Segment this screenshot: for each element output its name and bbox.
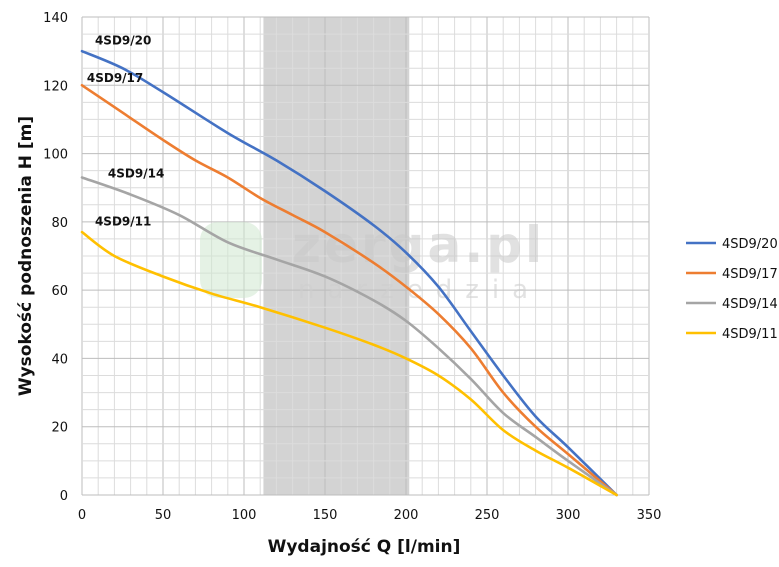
legend-label: 4SD9/20 — [722, 237, 778, 252]
y-tick-label: 60 — [51, 284, 68, 299]
x-tick-label: 100 — [232, 508, 257, 523]
y-tick-label: 20 — [51, 421, 68, 436]
y-tick-label: 0 — [60, 489, 68, 504]
watermark-logo: zerga.pl narzedzia — [200, 216, 542, 305]
y-tick-label: 80 — [51, 216, 68, 231]
x-tick-label: 150 — [313, 508, 338, 523]
x-axis-title: Wydajność Q [l/min] — [268, 537, 461, 557]
x-tick-label: 300 — [556, 508, 581, 523]
series-line-4sd9-17 — [80, 83, 618, 497]
y-axis-title: Wysokość podnoszenia H [m] — [16, 116, 36, 396]
x-tick-label: 350 — [637, 508, 662, 523]
watermark-icon — [200, 222, 262, 298]
y-tick-label: 120 — [43, 79, 68, 94]
x-tick-label: 0 — [78, 508, 86, 523]
legend-label: 4SD9/11 — [722, 327, 778, 342]
y-tick-label: 100 — [43, 148, 68, 163]
y-tick-label: 40 — [51, 352, 68, 367]
legend-label: 4SD9/17 — [722, 267, 778, 282]
series-label: 4SD9/11 — [95, 214, 151, 228]
x-tick-label: 250 — [475, 508, 500, 523]
series-line-4sd9-11 — [80, 230, 618, 497]
series-label-layer: 4SD9/20 4SD9/17 4SD9/14 4SD9/11 — [87, 33, 164, 228]
series-layer — [80, 49, 618, 497]
series-label: 4SD9/14 — [108, 166, 164, 180]
series-line-4sd9-14 — [80, 176, 618, 497]
tick-layer: 0 50 100 150 200 250 300 350 0 20 40 60 80 100 120 140 — [43, 11, 661, 523]
series-line-4sd9-20 — [80, 49, 618, 497]
series-label: 4SD9/20 — [95, 33, 151, 47]
legend: 4SD9/20 4SD9/17 4SD9/14 4SD9/11 — [686, 237, 778, 342]
legend-label: 4SD9/14 — [722, 297, 778, 312]
series-label: 4SD9/17 — [87, 71, 143, 85]
x-tick-label: 200 — [394, 508, 419, 523]
y-tick-label: 140 — [43, 11, 68, 26]
watermark-tagline: narzedzia — [298, 275, 541, 305]
x-tick-label: 50 — [155, 508, 172, 523]
